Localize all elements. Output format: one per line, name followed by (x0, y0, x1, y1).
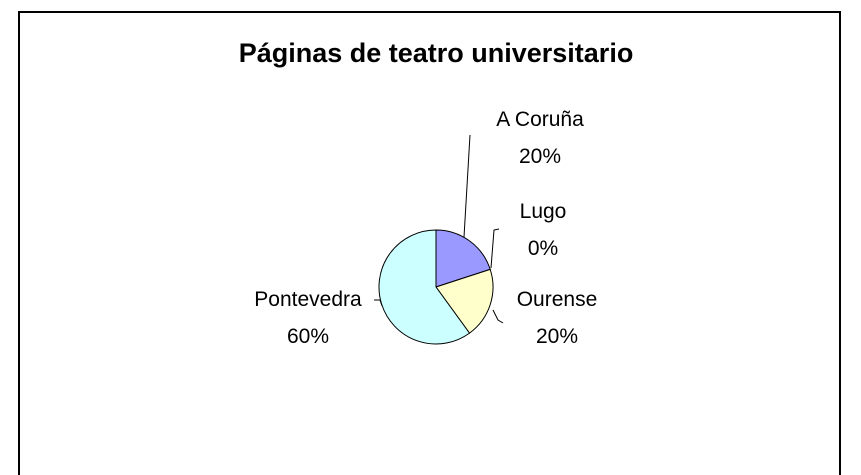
slice-category: A Coruña (496, 108, 584, 131)
leader-line (463, 134, 471, 238)
leader-line (490, 228, 500, 269)
slice-label: Ourense 20% (517, 288, 598, 348)
slice-label: Pontevedra 60% (254, 288, 362, 348)
leader-line (492, 309, 504, 324)
slice-category: Lugo (520, 200, 567, 223)
slice-value-label: 0% (528, 237, 558, 260)
slice-value-label: 60% (287, 325, 329, 348)
pie-slice (435, 229, 491, 288)
slice-label: A Coruña 20% (496, 108, 584, 168)
slice-value-label: 20% (519, 145, 561, 168)
slice-category: Ourense (517, 288, 598, 311)
chart-title: Páginas de teatro universitario (239, 38, 634, 68)
slice-value-label: 20% (536, 325, 578, 348)
pie-slice (435, 268, 494, 334)
leader-line (374, 299, 383, 307)
slice-label: Lugo 0% (520, 200, 567, 260)
slice-category: Pontevedra (254, 288, 362, 311)
